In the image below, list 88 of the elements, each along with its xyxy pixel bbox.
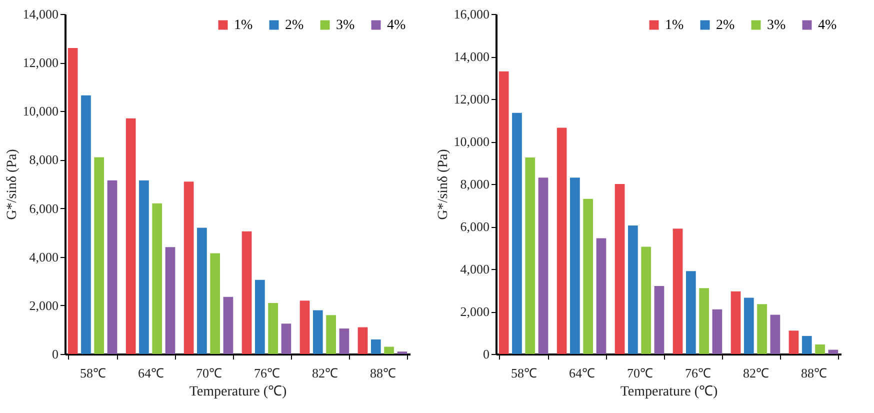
y-tick-label: 10,000 — [22, 104, 58, 119]
legend-label: 2% — [285, 18, 304, 33]
x-tick-label: 70℃ — [196, 366, 222, 380]
x-tick-label: 70℃ — [627, 366, 654, 380]
x-axis-title: Temperature (℃) — [189, 384, 288, 400]
bar — [370, 339, 381, 354]
legend-label: 3% — [336, 18, 355, 33]
bar — [94, 157, 104, 354]
bar — [788, 330, 799, 354]
bar — [525, 157, 536, 354]
x-tick-label: 88℃ — [800, 366, 827, 380]
bar — [358, 327, 368, 354]
y-axis-title: G*/sinδ (Pa) — [436, 148, 451, 220]
bar — [498, 71, 509, 354]
y-tick-label: 4,000 — [460, 262, 490, 276]
bar — [570, 178, 580, 354]
bar — [744, 298, 754, 354]
bar — [326, 315, 336, 354]
bar — [107, 180, 118, 354]
bar — [81, 95, 91, 354]
bar — [300, 300, 310, 354]
bar — [339, 328, 350, 354]
bar — [68, 48, 78, 354]
y-tick-label: 8,000 — [460, 176, 490, 192]
legend-label: 2% — [716, 18, 735, 33]
bar — [641, 246, 652, 354]
bar — [614, 184, 625, 354]
bar — [223, 296, 234, 354]
bar — [384, 346, 394, 354]
bar — [197, 228, 207, 354]
bar — [596, 238, 606, 354]
bar — [512, 112, 522, 354]
y-tick-label: 4,000 — [29, 249, 58, 264]
bar — [139, 180, 149, 354]
bar — [242, 231, 252, 354]
x-tick-label: 64℃ — [569, 366, 596, 380]
y-tick-label: 16,000 — [454, 6, 490, 22]
legend-label: 1% — [665, 18, 684, 33]
bar — [712, 309, 722, 354]
x-tick-label: 58℃ — [80, 366, 106, 380]
bar — [254, 280, 265, 354]
bar — [770, 314, 780, 354]
x-axis-title: Temperature (℃) — [620, 384, 718, 400]
y-axis-title: G*/sinδ (Pa) — [4, 148, 20, 220]
bar — [281, 324, 292, 354]
bar — [628, 225, 638, 354]
bar — [152, 203, 162, 354]
x-tick-label: 76℃ — [254, 366, 280, 380]
x-tick-label: 58℃ — [511, 366, 538, 380]
bar — [686, 271, 696, 354]
legend-label: 4% — [818, 18, 837, 33]
x-tick-label: 88℃ — [370, 366, 396, 380]
bar — [126, 118, 136, 354]
bar — [312, 310, 323, 354]
legend-label: 4% — [387, 18, 406, 33]
bar — [268, 303, 278, 354]
bar — [815, 344, 825, 354]
bar — [184, 182, 194, 354]
x-tick-label: 82℃ — [742, 366, 769, 380]
y-tick-label: 8,000 — [29, 152, 58, 168]
y-tick-label: 0 — [52, 346, 58, 362]
y-tick-label: 14,000 — [22, 6, 58, 22]
x-tick-label: 76℃ — [684, 366, 711, 380]
legend-label: 3% — [767, 18, 786, 33]
bar — [654, 286, 664, 354]
x-tick-label: 64℃ — [138, 366, 164, 380]
legend-label: 1% — [234, 18, 253, 33]
bar — [699, 288, 709, 354]
y-tick-label: 2,000 — [29, 298, 58, 313]
bar — [672, 228, 683, 354]
bar — [556, 128, 567, 354]
y-tick-label: 2,000 — [460, 304, 490, 319]
y-tick-label: 6,000 — [29, 200, 58, 216]
x-tick-label: 82℃ — [312, 366, 338, 380]
y-tick-label: 14,000 — [454, 49, 490, 64]
y-tick-label: 10,000 — [454, 134, 490, 149]
bar — [828, 350, 838, 354]
bar — [583, 198, 594, 354]
bar — [802, 336, 812, 354]
y-tick-label: 0 — [483, 346, 490, 362]
y-tick-label: 6,000 — [460, 219, 490, 234]
y-tick-label: 12,000 — [454, 92, 490, 106]
bar — [538, 178, 548, 354]
bar — [165, 247, 176, 354]
bar — [757, 304, 767, 354]
bar — [210, 253, 220, 354]
bar — [730, 291, 741, 354]
y-tick-label: 12,000 — [22, 55, 58, 70]
